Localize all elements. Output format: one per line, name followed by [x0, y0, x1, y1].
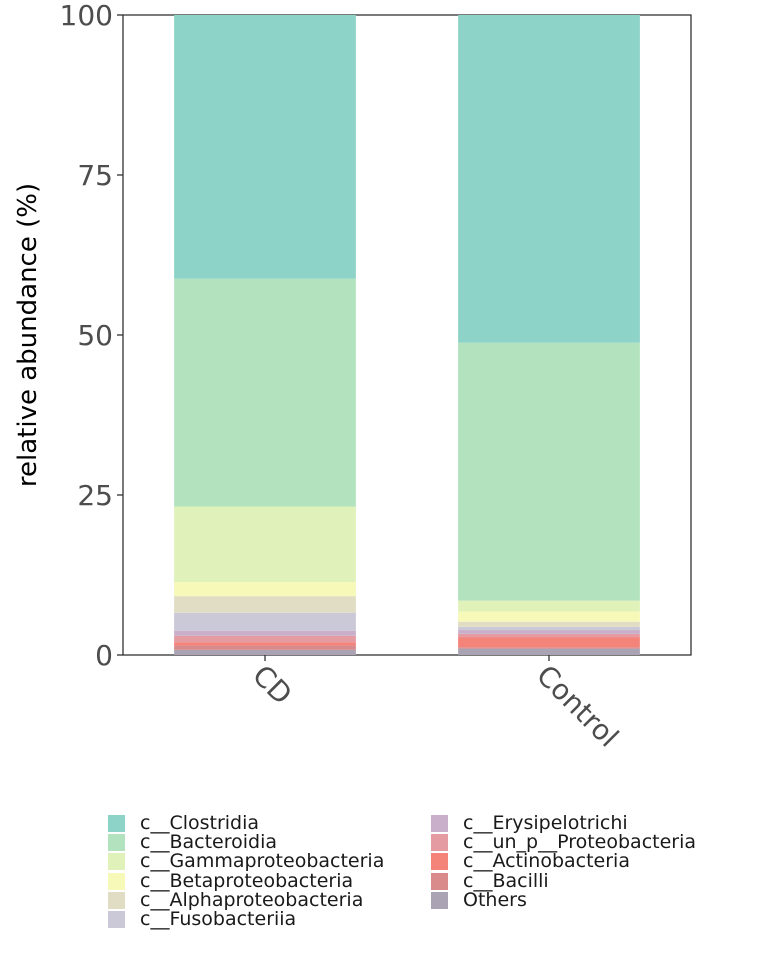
- bar-segment: [174, 596, 356, 613]
- legend-swatch: [108, 815, 125, 833]
- legend-swatch: [108, 872, 125, 890]
- legend-label: c__Gammaproteobacteria: [140, 850, 385, 873]
- bar-stack-cd: [174, 15, 356, 655]
- bar-segment: [458, 611, 640, 622]
- legend-item: c__un_p__Proteobacteria: [431, 833, 731, 852]
- bar-segment: [174, 506, 356, 583]
- bar-segment: [174, 582, 356, 597]
- legend-label: Others: [463, 888, 527, 911]
- legend-swatch: [108, 891, 125, 909]
- x-axis: CD Control: [246, 655, 625, 754]
- legend-swatch: [431, 815, 448, 833]
- legend-item: c__Gammaproteobacteria: [108, 852, 431, 871]
- y-tick-label: 100: [60, 0, 113, 32]
- y-tick-label: 75: [77, 159, 113, 192]
- legend-item: c__Erysipelotrichi: [431, 814, 731, 833]
- legend-item: c__Clostridia: [108, 814, 431, 833]
- bar-segment: [174, 630, 356, 636]
- bar-segment: [458, 633, 640, 638]
- bar-segment: [458, 637, 640, 648]
- legend-label: c__Bacteroidia: [140, 831, 277, 854]
- legend-swatch: [108, 834, 125, 852]
- bar-segment: [458, 342, 640, 601]
- y-axis-title: relative abundance (%): [13, 183, 43, 487]
- bar-segment: [174, 635, 356, 643]
- legend: c__Clostridia c__Bacteroidia c__Gammaprote…: [108, 814, 748, 929]
- legend-swatch: [431, 834, 448, 852]
- bar-segment: [174, 612, 356, 631]
- y-axis: 0 25 50 75 100: [60, 0, 123, 672]
- bar-segment: [174, 278, 356, 507]
- legend-label: c__Betaproteobacteria: [140, 869, 354, 892]
- legend-label: c__Fusobacteriia: [140, 908, 297, 931]
- bar-segment: [458, 647, 640, 649]
- x-tick-label: CD: [246, 659, 298, 711]
- legend-swatch: [431, 853, 448, 871]
- legend-item: c__Betaproteobacteria: [108, 869, 431, 892]
- bar-segment: [458, 626, 640, 631]
- legend-item: c__Bacilli: [431, 869, 731, 892]
- legend-swatch: [108, 853, 125, 871]
- legend-swatch: [431, 872, 448, 890]
- legend-swatch: [431, 891, 448, 909]
- legend-label: c__Actinobacteria: [463, 850, 630, 873]
- legend-label: c__un_p__Proteobacteria: [463, 831, 697, 854]
- bar-stacks: [174, 15, 640, 655]
- legend-label: c__Erysipelotrichi: [463, 812, 628, 835]
- legend-item: c__Alphaproteobacteria: [108, 888, 431, 911]
- stacked-bar-chart: 0 25 50 75 100 CD Control relative abundance …: [13, 0, 692, 754]
- legend-item: c__Actinobacteria: [431, 852, 731, 871]
- bar-segment: [458, 600, 640, 612]
- bar-segment: [174, 649, 356, 655]
- legend-item: c__Fusobacteriia: [108, 910, 431, 929]
- bar-segment: [174, 642, 356, 646]
- legend-item: c__Bacteroidia: [108, 833, 431, 852]
- legend-label: c__Alphaproteobacteria: [140, 888, 364, 911]
- bar-segment: [458, 15, 640, 343]
- y-tick-label: 50: [77, 319, 113, 352]
- legend-item: Others: [431, 888, 731, 911]
- y-tick-label: 0: [95, 639, 113, 672]
- bar-segment: [458, 648, 640, 655]
- bar-stack-control: [458, 15, 640, 655]
- legend-label: c__Bacilli: [463, 869, 549, 892]
- legend-swatch: [108, 911, 125, 929]
- bar-segment: [174, 15, 356, 279]
- bar-segment: [458, 630, 640, 634]
- bar-segment: [174, 645, 356, 650]
- x-tick-label: Control: [530, 659, 625, 754]
- bar-segment: [458, 621, 640, 627]
- y-tick-label: 25: [77, 479, 113, 512]
- legend-label: c__Clostridia: [140, 812, 260, 835]
